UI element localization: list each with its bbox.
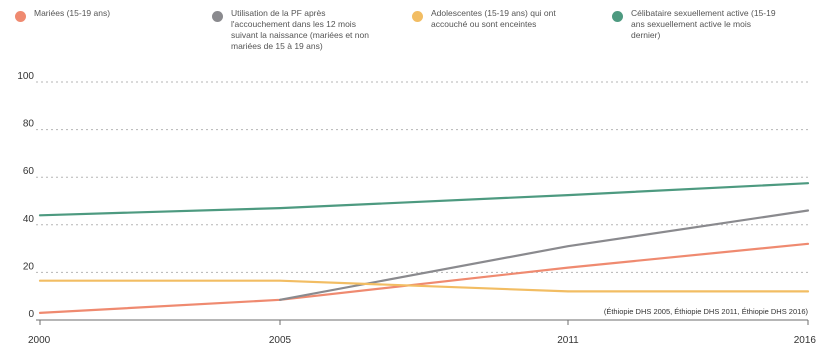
data-point-married-2000	[39, 312, 41, 314]
x-tick-label-2016: 2016	[794, 335, 817, 346]
legend-label-married: Mariées (15-19 ans)	[34, 8, 111, 18]
y-tick-label-40: 40	[23, 214, 35, 225]
data-point-pf-2005	[279, 298, 281, 301]
series-line-single	[38, 182, 810, 217]
legend-swatch-pf	[212, 11, 223, 22]
y-tick-label-100: 100	[17, 71, 34, 82]
data-point-married-2011	[567, 266, 569, 269]
x-tick-label-2011: 2011	[557, 335, 579, 346]
y-tick-label-60: 60	[23, 166, 35, 177]
series-lines	[38, 182, 810, 314]
data-point-pf-2016	[807, 209, 809, 212]
data-point-single-2011	[567, 194, 569, 196]
legend-swatch-married	[15, 11, 26, 22]
legend-label-single: Célibataire sexuellement active (15-19 a…	[631, 8, 776, 40]
data-point-single-2000	[39, 214, 41, 217]
x-tick-label-2000: 2000	[28, 335, 51, 346]
series-line-adolescent	[38, 279, 810, 293]
legend-swatch-single	[612, 11, 623, 22]
y-tick-label-0: 0	[28, 309, 34, 320]
data-point-single-2005	[279, 207, 281, 209]
legend-swatch-adolescent	[412, 11, 423, 22]
data-point-adolescent-2000	[39, 279, 41, 282]
y-tick-label-80: 80	[23, 119, 35, 130]
x-tick-label-2005: 2005	[269, 335, 292, 346]
series-line-pf	[278, 209, 810, 301]
data-point-adolescent-2011	[567, 290, 569, 293]
data-point-adolescent-2005	[279, 279, 281, 282]
legend: Mariées (15-19 ans) Utilisation de la PF…	[0, 8, 825, 78]
data-point-adolescent-2016	[807, 290, 809, 293]
data-point-pf-2011	[567, 245, 569, 248]
y-tick-label-20: 20	[23, 261, 35, 272]
legend-label-adolescent: Adolescentes (15-19 ans) qui ont accouch…	[431, 8, 556, 29]
data-point-married-2016	[807, 243, 809, 245]
y-axis-ticks: 0 20 40 60 80 100	[17, 71, 34, 320]
x-axis-ticks: 2000 2005 2011 2016	[28, 320, 816, 346]
data-point-single-2016	[807, 182, 809, 184]
series-line-married	[38, 242, 810, 314]
legend-label-pf: Utilisation de la PF après l'accouchemen…	[231, 8, 369, 51]
source-note: (Éthiopie DHS 2005, Éthiopie DHS 2011, É…	[604, 307, 809, 316]
